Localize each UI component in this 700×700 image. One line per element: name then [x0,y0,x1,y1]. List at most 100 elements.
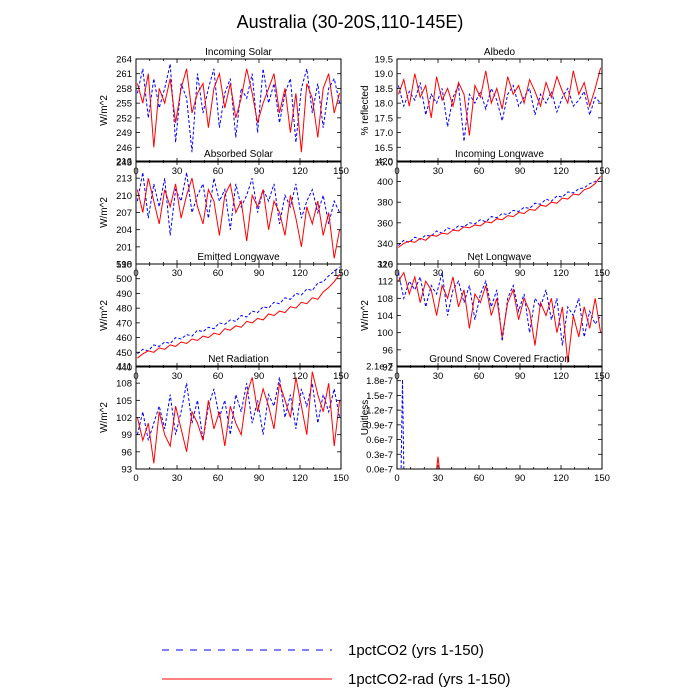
y-tick-label: 17.5 [375,113,394,124]
y-tick-label: 1.2e-7 [366,406,393,417]
y-tick-label: 320 [377,260,393,271]
y-tick-label: 210 [116,191,132,202]
x-tick-label: 0 [133,473,138,484]
y-tick-label: 246 [116,143,132,154]
series-line-1 [136,377,341,441]
series-line-1 [136,63,341,153]
x-tick-label: 90 [254,371,265,382]
y-tick-label: 1.5e-7 [366,391,393,402]
panel-title: Net Radiation [208,354,269,365]
plot-frame [135,58,342,163]
y-axis-label: W/m^2 [360,300,371,331]
y-tick-label: 420 [377,157,393,168]
y-tick-label: 2.1e-7 [366,362,393,373]
y-tick-label: 198 [116,260,132,271]
series-line-2 [136,178,341,259]
y-tick-label: 105 [116,396,132,407]
series-line-1 [397,379,602,469]
panel-title: Absorbed Solar [204,149,274,160]
y-axis-label: W/m^2 [99,197,110,228]
plot-frame [396,365,603,470]
y-tick-label: 249 [116,128,132,139]
y-tick-label: 480 [116,304,132,315]
x-tick-label: 60 [213,371,224,382]
x-tick-label: 90 [254,166,265,177]
x-tick-label: 0 [394,473,399,484]
x-tick-label: 150 [594,473,610,484]
series-line-2 [136,371,341,464]
plot-frame [135,365,342,470]
y-tick-label: 102 [116,413,132,424]
y-tick-label: 0.6e-7 [366,435,393,446]
x-tick-label: 120 [553,371,569,382]
y-tick-label: 400 [377,177,393,188]
series-line-2 [398,176,602,248]
y-tick-label: 16.5 [375,143,394,154]
plot-frame [135,263,342,368]
x-tick-label: 120 [553,268,569,279]
panel-title: Ground Snow Covered Fraction [429,354,570,365]
x-tick-label: 120 [292,371,308,382]
y-tick-label: 470 [116,318,132,329]
plot-frame [135,160,342,265]
y-tick-label: 104 [377,311,393,322]
y-tick-label: 19.0 [375,69,394,80]
x-tick-label: 30 [433,473,444,484]
panel-title: Albedo [484,47,516,58]
panels: Incoming Solar W/m^2 0 30 60 90 120 150 243 246 24… [99,47,610,484]
y-tick-label: 380 [377,198,393,209]
x-tick-label: 60 [474,166,485,177]
y-axis-label: Unitless [360,400,371,436]
y-tick-label: 360 [377,218,393,229]
x-tick-label: 60 [213,166,224,177]
y-axis-label: W/m^2 [99,300,110,331]
x-tick-label: 30 [172,371,183,382]
y-axis-label: W/m^2 [99,402,110,433]
series-line-1 [397,272,602,346]
y-tick-label: 18.5 [375,84,394,95]
panel-7: Net Radiation W/m^2 0 30 60 90 120 150 93 96 99 102… [99,354,349,484]
y-tick-label: 510 [116,260,132,271]
y-tick-label: 243 [116,158,132,169]
x-tick-label: 120 [292,166,308,177]
y-tick-label: 440 [116,363,132,374]
y-tick-label: 92 [382,363,393,374]
series-line-2 [397,67,602,136]
x-tick-label: 90 [515,473,526,484]
x-tick-label: 90 [254,473,265,484]
y-tick-label: 207 [116,208,132,219]
series-line-2 [397,456,602,469]
y-tick-label: 18.0 [375,99,394,110]
y-tick-label: 258 [116,84,132,95]
x-tick-label: 60 [213,473,224,484]
y-axis-label: % reflected [360,85,371,135]
panel-title: Incoming Longwave [455,149,544,160]
x-tick-label: 90 [254,268,265,279]
y-tick-label: 19.5 [375,55,394,66]
series-line-2 [397,271,602,363]
x-tick-label: 150 [333,473,349,484]
y-tick-label: 108 [116,379,132,390]
y-tick-label: 264 [116,55,132,66]
x-tick-label: 120 [292,268,308,279]
y-tick-label: 0.9e-7 [366,420,393,431]
series-line-1 [397,82,601,142]
plot-frame [396,58,603,163]
x-tick-label: 90 [515,268,526,279]
x-tick-label: 90 [515,371,526,382]
y-tick-label: 99 [121,430,132,441]
x-tick-label: 120 [292,473,308,484]
y-tick-label: 216 [116,157,132,168]
x-tick-label: 60 [474,473,485,484]
y-tick-label: 490 [116,289,132,300]
series-line-1 [398,177,601,246]
y-tick-label: 340 [377,239,393,250]
y-tick-label: 500 [116,274,132,285]
y-tick-label: 450 [116,348,132,359]
y-tick-label: 96 [121,447,132,458]
y-tick-label: 111 [118,362,132,373]
y-tick-label: 252 [116,113,132,124]
